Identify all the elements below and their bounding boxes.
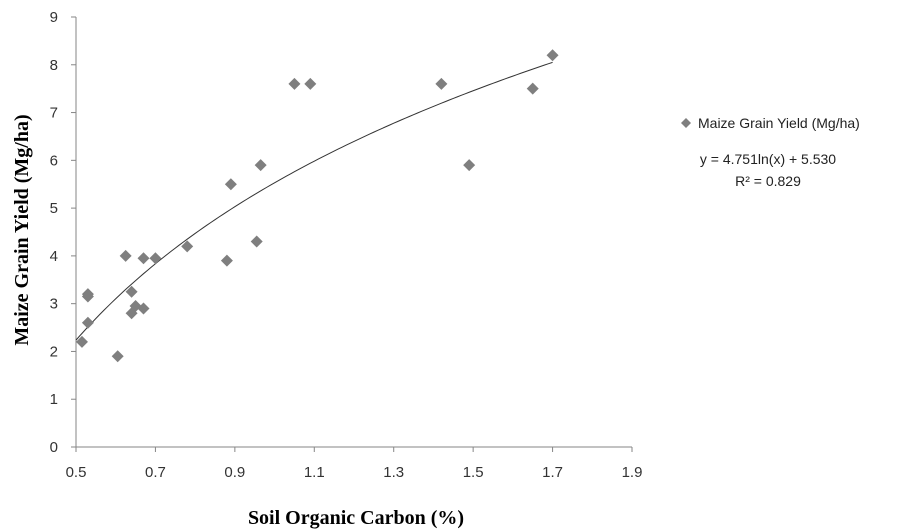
x-tick-labels: 0.5 0.7 0.9 1.1 1.3 1.5 1.7 1.9: [66, 464, 643, 481]
data-point: [463, 159, 476, 172]
trendline-equation: y = 4.751ln(x) + 5.530: [700, 151, 836, 167]
data-point: [304, 77, 317, 90]
x-tick-label: 0.7: [145, 464, 166, 481]
data-point: [224, 178, 237, 191]
y-tick-label: 1: [50, 391, 58, 408]
y-tick-label: 6: [50, 152, 58, 169]
data-point: [250, 235, 263, 248]
legend: Maize Grain Yield (Mg/ha): [681, 115, 860, 131]
data-point: [81, 288, 94, 301]
y-tick-label: 2: [50, 343, 58, 360]
y-tick-label: 4: [50, 248, 58, 265]
data-point: [288, 77, 301, 90]
data-point: [254, 159, 267, 172]
x-tick-label: 1.9: [622, 464, 643, 481]
x-axis-title: Soil Organic Carbon (%): [248, 507, 464, 529]
y-axis-title: Maize Grain Yield (Mg/ha): [11, 114, 33, 345]
x-tick-label: 1.1: [304, 464, 325, 481]
data-point: [125, 285, 138, 298]
x-tick-label: 1.7: [542, 464, 563, 481]
data-point: [526, 82, 539, 95]
trendline: [75, 61, 553, 341]
x-tick-label: 1.3: [383, 464, 404, 481]
y-tick-label: 7: [50, 105, 58, 122]
data-point: [81, 316, 94, 329]
data-point: [546, 49, 559, 62]
y-tick-label: 0: [50, 439, 58, 456]
y-tick-label: 3: [50, 296, 58, 313]
x-tick-marks: [75, 447, 633, 452]
data-point: [220, 254, 233, 267]
x-tick-label: 1.5: [463, 464, 484, 481]
data-point: [137, 302, 150, 315]
data-point: [75, 335, 88, 348]
data-point: [111, 350, 124, 363]
x-tick-label: 0.9: [224, 464, 245, 481]
data-point: [137, 252, 150, 265]
data-point: [119, 249, 132, 262]
x-tick-label: 0.5: [66, 464, 87, 481]
legend-diamond-marker: [681, 118, 691, 128]
y-tick-labels: 0 1 2 3 4 5 6 7 8 9: [50, 9, 58, 456]
legend-label: Maize Grain Yield (Mg/ha): [698, 115, 860, 131]
data-point: [435, 77, 448, 90]
y-tick-label: 8: [50, 57, 58, 74]
trendline-r-squared: R² = 0.829: [735, 173, 801, 189]
y-tick-marks: [71, 16, 76, 448]
data-point: [149, 252, 162, 265]
data-point: [181, 240, 194, 253]
data-points: [75, 49, 559, 363]
y-tick-label: 5: [50, 200, 58, 217]
y-tick-label: 9: [50, 9, 58, 26]
